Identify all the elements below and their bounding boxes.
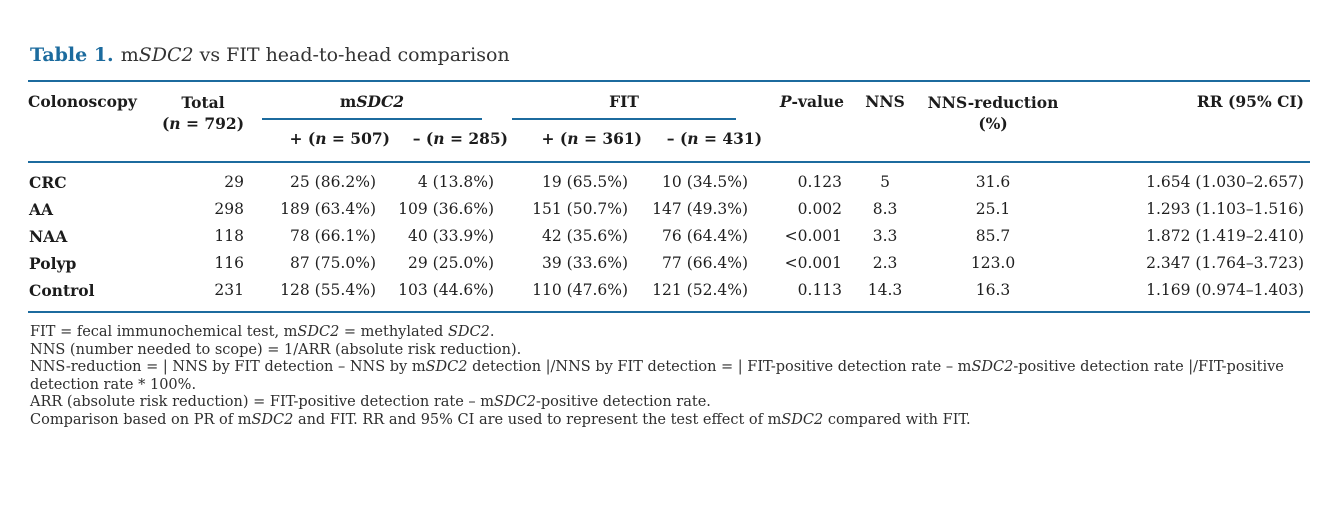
table-cell: 189 (63.4%) xyxy=(280,200,376,218)
column-header-total-line1: Total xyxy=(181,93,225,112)
column-header-total: Total (n = 792) xyxy=(148,81,258,163)
table-row: Polyp 116 87 (75.0%) 29 (25.0%) 39 (33.6%) 77… xyxy=(28,250,1310,277)
subcolumn-header-fit-negative: – (n = 431) xyxy=(642,120,763,163)
table-cell: 147 (49.3%) xyxy=(652,200,749,218)
table-cell: 29 xyxy=(224,173,244,191)
footnotes: FIT = fecal immunochemical test, mSDC2 =… xyxy=(30,324,1310,430)
table-row: CRC 29 25 (86.2%) 4 (13.8%) 19 (65.5%) 10 (34… xyxy=(28,162,1310,196)
table-caption-title: mSDC2 vs FIT head-to-head comparison xyxy=(120,44,510,66)
group-header-msdc2: mSDC2 xyxy=(258,81,508,120)
article-page: Table 1. mSDC2 vs FIT head-to-head compar… xyxy=(0,44,1330,430)
table-cell: 3.3 xyxy=(872,227,898,245)
table-cell: 2.3 xyxy=(872,254,898,272)
column-header-nns-reduction-line1: NNS-reduction xyxy=(927,93,1059,112)
table-cell: 2.347 (1.764–3.723) xyxy=(1146,254,1304,272)
table-header: Colonoscopy Total (n = 792) mSDC2 FIT P-… xyxy=(28,81,1310,163)
row-label: Polyp xyxy=(29,254,77,273)
column-header-total-line2: (n = 792) xyxy=(161,114,245,133)
footnote-line: NNS-reduction = | NNS by FIT detection –… xyxy=(30,359,1284,393)
table-cell: 1.872 (1.419–2.410) xyxy=(1146,227,1304,245)
subcolumn-header-msdc2-positive: + (n = 507) xyxy=(258,120,390,163)
row-label: NAA xyxy=(29,227,68,246)
table-cell: <0.001 xyxy=(784,254,843,272)
table-cell: 76 (64.4%) xyxy=(662,227,749,245)
table-cell: 40 (33.9%) xyxy=(408,227,495,245)
row-label: CRC xyxy=(29,173,67,192)
row-label: Control xyxy=(29,281,95,300)
table-body: CRC 29 25 (86.2%) 4 (13.8%) 19 (65.5%) 10 (34… xyxy=(28,162,1310,312)
footnote-line: ARR (absolute risk reduction) = FIT-posi… xyxy=(30,394,711,411)
comparison-table: Colonoscopy Total (n = 792) mSDC2 FIT P-… xyxy=(28,80,1310,313)
header-row-subcolumns: + (n = 507) – (n = 285) + (n = 361) – (n… xyxy=(28,120,1310,163)
table-cell: 77 (66.4%) xyxy=(662,254,749,272)
row-label: AA xyxy=(29,200,54,219)
table-cell: 87 (75.0%) xyxy=(290,254,376,272)
table-cell: 103 (44.6%) xyxy=(398,281,495,299)
column-header-nns-reduction-line2: (%) xyxy=(978,114,1008,133)
column-header-nns: NNS xyxy=(852,81,919,163)
table-cell: 121 (52.4%) xyxy=(652,281,749,299)
table-cell: 151 (50.7%) xyxy=(532,200,629,218)
table-cell: 29 (25.0%) xyxy=(408,254,495,272)
table-cell: 110 (47.6%) xyxy=(532,281,629,299)
table-cell: 19 (65.5%) xyxy=(542,173,629,191)
table-caption: Table 1. mSDC2 vs FIT head-to-head compar… xyxy=(30,44,1310,67)
table-cell: 31.6 xyxy=(975,173,1011,191)
table-cell: 1.293 (1.103–1.516) xyxy=(1146,200,1304,218)
subcolumn-header-msdc2-negative: – (n = 285) xyxy=(390,120,509,163)
table-cell: 25.1 xyxy=(975,200,1011,218)
table-cell: 128 (55.4%) xyxy=(280,281,376,299)
table-cell: 118 xyxy=(214,227,244,245)
table-cell: 298 xyxy=(214,200,244,218)
table-cell: 25 (86.2%) xyxy=(290,173,376,191)
table-cell: 4 (13.8%) xyxy=(417,173,495,191)
footnote-line: Comparison based on PR of mSDC2 and FIT.… xyxy=(30,411,971,428)
table-cell: 42 (35.6%) xyxy=(542,227,629,245)
table-cell: 85.7 xyxy=(975,227,1011,245)
column-header-p-value: P-value xyxy=(762,81,853,163)
table-cell: 0.002 xyxy=(797,200,843,218)
table-cell: 39 (33.6%) xyxy=(542,254,629,272)
footnote-line: FIT = fecal immunochemical test, mSDC2 =… xyxy=(30,324,495,340)
table-cell: 8.3 xyxy=(872,200,898,218)
table-row: NAA 118 78 (66.1%) 40 (33.9%) 42 (35.6%) 76 (… xyxy=(28,223,1310,250)
table-cell: 10 (34.5%) xyxy=(662,173,749,191)
table-cell: 1.169 (0.974–1.403) xyxy=(1146,281,1304,299)
table-cell: 109 (36.6%) xyxy=(398,200,495,218)
table-row: Control 231 128 (55.4%) 103 (44.6%) 110 (47.… xyxy=(28,277,1310,312)
footnote-line: NNS (number needed to scope) = 1/ARR (ab… xyxy=(30,341,522,358)
table-row: AA 298 189 (63.4%) 109 (36.6%) 151 (50.7%) 14… xyxy=(28,196,1310,223)
table-cell: 5 xyxy=(880,173,890,191)
column-header-colonoscopy: Colonoscopy xyxy=(28,81,148,163)
table-cell: 123.0 xyxy=(970,254,1016,272)
table-cell: 1.654 (1.030–2.657) xyxy=(1146,173,1304,191)
table-cell: 14.3 xyxy=(867,281,903,299)
group-header-fit: FIT xyxy=(508,81,762,120)
table-cell: 0.113 xyxy=(797,281,843,299)
table-cell: 16.3 xyxy=(975,281,1011,299)
table-cell: <0.001 xyxy=(784,227,843,245)
column-header-rr: RR (95% CI) xyxy=(1068,81,1310,163)
column-header-nns-reduction: NNS-reduction (%) xyxy=(918,81,1069,163)
table-cell: 78 (66.1%) xyxy=(290,227,376,245)
table-cell: 231 xyxy=(214,281,244,299)
table-cell: 116 xyxy=(214,254,244,272)
table-caption-label: Table 1. xyxy=(30,44,114,66)
table-cell: 0.123 xyxy=(797,173,843,191)
header-row-groups: Colonoscopy Total (n = 792) mSDC2 FIT P-… xyxy=(28,81,1310,163)
subcolumn-header-fit-positive: + (n = 361) xyxy=(508,120,643,163)
